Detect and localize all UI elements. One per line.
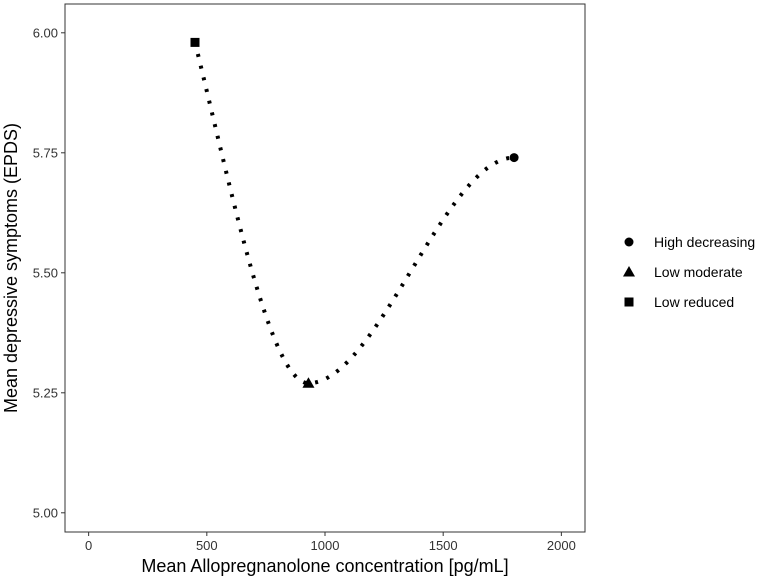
- data-point-low-reduced: [190, 37, 200, 47]
- y-axis: 5.00 5.25 5.50 5.75 6.00: [33, 25, 65, 520]
- legend-key-low-moderate: [623, 266, 635, 277]
- y-tick-label: 5.50: [33, 265, 58, 280]
- y-tick-label: 6.00: [33, 25, 58, 40]
- x-tick-label: 1000: [311, 538, 340, 553]
- data-markers: [190, 37, 519, 388]
- data-point-high-decreasing: [509, 153, 519, 163]
- legend-label: Low reduced: [654, 294, 734, 310]
- x-tick-label: 2000: [547, 538, 576, 553]
- legend-label: Low moderate: [654, 264, 743, 280]
- legend: High decreasing Low moderate Low reduced: [623, 234, 755, 310]
- y-axis-title: Mean depressive symptoms (EPDS): [1, 123, 21, 413]
- data-point-low-moderate: [302, 377, 315, 388]
- y-tick-label: 5.25: [33, 385, 58, 400]
- x-tick-label: 1500: [429, 538, 458, 553]
- x-axis-title: Mean Allopregnanolone concentration [pg/…: [141, 556, 508, 576]
- y-tick-label: 5.75: [33, 145, 58, 160]
- plot-panel: [64, 3, 586, 533]
- x-tick-label: 500: [196, 538, 218, 553]
- x-tick-label: 0: [85, 538, 92, 553]
- legend-key-low-reduced: [624, 297, 634, 307]
- x-axis: 0 500 1000 1500 2000: [85, 532, 576, 553]
- legend-label: High decreasing: [654, 234, 755, 250]
- legend-key-high-decreasing: [624, 237, 634, 247]
- y-tick-label: 5.00: [33, 505, 58, 520]
